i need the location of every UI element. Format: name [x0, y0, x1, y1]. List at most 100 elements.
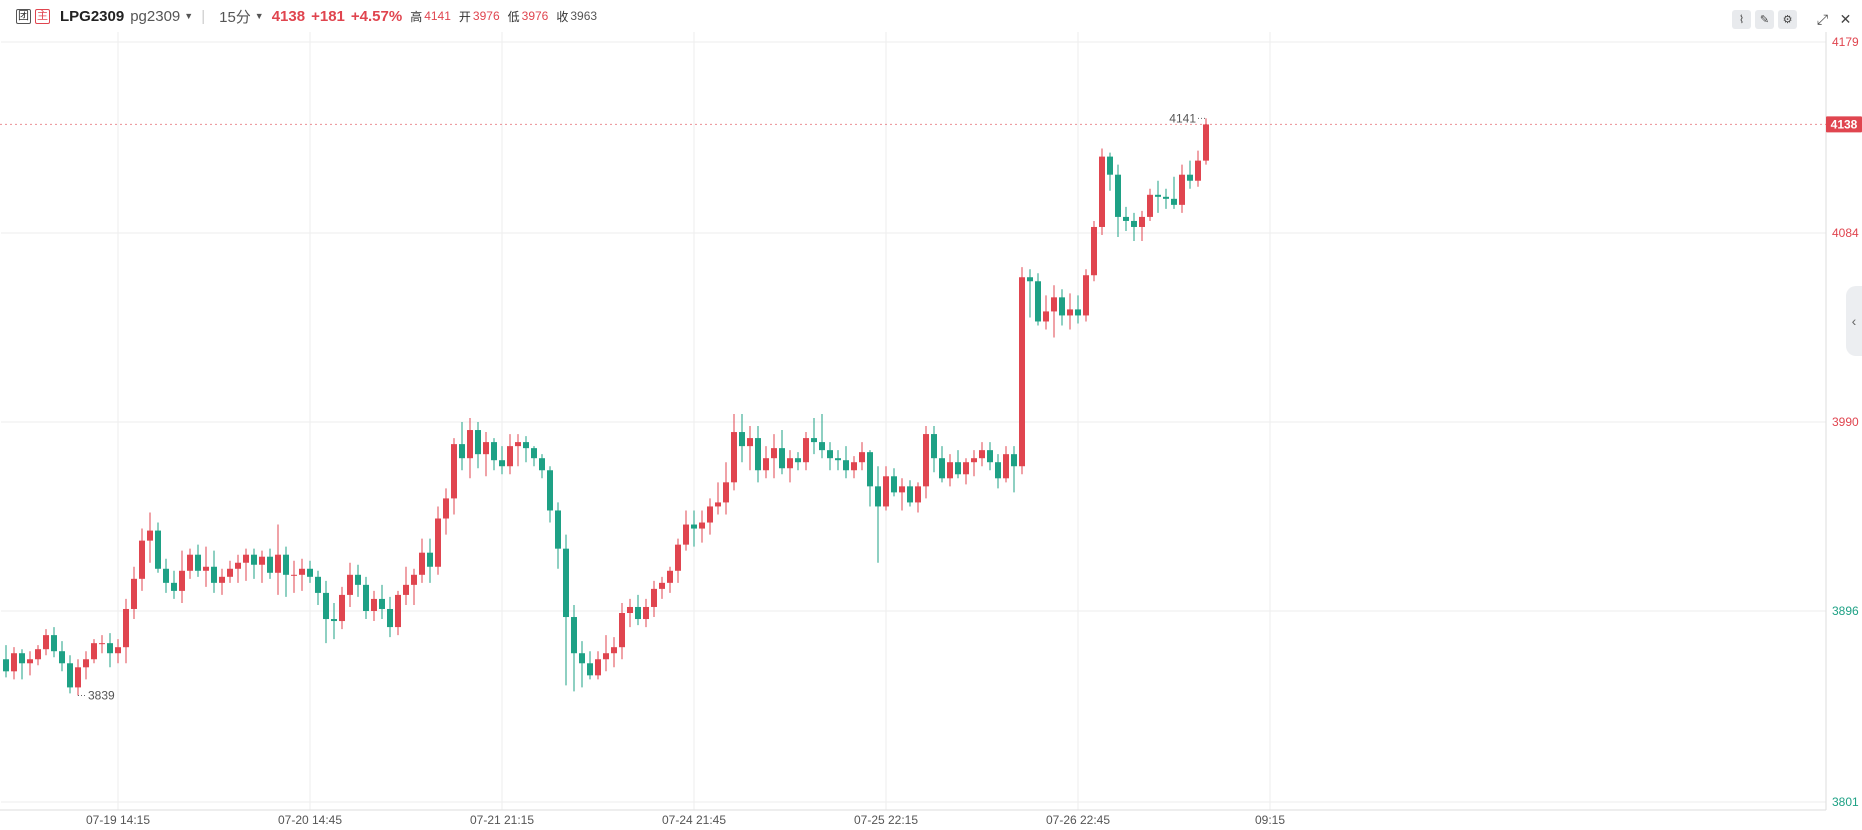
low-value: 3976 [521, 9, 549, 23]
candle-body [27, 659, 33, 664]
candle-body [251, 554, 257, 565]
price-change: +181 [311, 7, 345, 25]
candle-body [91, 643, 97, 660]
candle-body [779, 448, 785, 469]
period-select[interactable]: 15分 [219, 8, 251, 26]
candle-body [939, 458, 945, 479]
candle-body [291, 574, 297, 576]
candle-body [851, 462, 857, 471]
candle-body [1035, 281, 1041, 322]
candle-body [379, 598, 385, 609]
candle-body [107, 643, 113, 654]
candle-body [35, 649, 41, 660]
candle-body [243, 554, 249, 563]
candle-body [43, 635, 49, 650]
candle-body [1011, 454, 1017, 467]
x-tick-label: 09:15 [1255, 813, 1285, 827]
candle-body [771, 448, 777, 459]
candle-body [947, 462, 953, 479]
candle-body [499, 460, 505, 467]
candle-body [555, 510, 561, 549]
candle-body [539, 458, 545, 471]
candle-body [963, 462, 969, 475]
candle-body [403, 584, 409, 595]
candle-body [467, 430, 473, 459]
candle-body [619, 613, 625, 648]
candle-body [931, 434, 937, 459]
candle-body [459, 444, 465, 459]
candle-body [683, 524, 689, 545]
candle-body [595, 659, 601, 676]
candle-body [363, 584, 369, 611]
candle-body [1163, 196, 1169, 199]
candle-body [915, 486, 921, 503]
price-change-pct: +4.57% [350, 7, 403, 25]
candle-body [315, 576, 321, 593]
main-contract-icon[interactable]: 主 [35, 8, 50, 24]
candle-body [1131, 220, 1137, 227]
candle-body [731, 432, 737, 483]
candle-body [323, 592, 329, 620]
chevron-down-icon[interactable]: ▼ [184, 11, 194, 21]
x-tick-label: 07-26 22:45 [1046, 813, 1110, 827]
line-chart-icon[interactable]: ⌇ [1732, 10, 1751, 29]
candle-body [755, 438, 761, 471]
candle-body [355, 574, 361, 585]
candle-body [899, 486, 905, 493]
candle-body [891, 476, 897, 493]
candle-body [83, 659, 89, 668]
candle-body [1139, 216, 1145, 227]
candle-body [643, 606, 649, 620]
candle-body [979, 450, 985, 459]
candle-body [1027, 277, 1033, 282]
candle-body [699, 522, 705, 529]
candle-body [131, 578, 137, 609]
candle-body [1115, 174, 1121, 217]
candle-body [203, 566, 209, 571]
high-label: 高 [410, 9, 423, 24]
candle-body [187, 554, 193, 571]
candle-body [763, 458, 769, 471]
close-label: 收 [556, 9, 569, 24]
y-tick-label: 4084 [1832, 226, 1859, 240]
candle-body [219, 576, 225, 583]
candle-body [1083, 275, 1089, 316]
symbol-name[interactable]: LPG2309 [60, 7, 125, 25]
candle-body [723, 482, 729, 503]
candle-body [451, 444, 457, 499]
candle-body [275, 554, 281, 573]
candles-group [3, 118, 1209, 696]
pencil-icon[interactable]: ✎ [1755, 10, 1774, 29]
candle-body [419, 552, 425, 575]
candle-body [1171, 198, 1177, 205]
candle-body [195, 554, 201, 571]
chart-toolbar: ⌇ ✎ ⚙ ⤢ ✕ [1732, 10, 1855, 29]
open-label: 开 [458, 9, 471, 24]
candle-body [115, 647, 121, 654]
collapse-panel-handle[interactable]: ‹ [1846, 286, 1862, 356]
candle-body [843, 460, 849, 471]
candle-body [283, 554, 289, 575]
expand-icon[interactable]: ⤢ [1816, 11, 1829, 27]
candle-body [531, 448, 537, 459]
indicators-icon[interactable]: ⚙ [1778, 10, 1797, 29]
sub-symbol[interactable]: pg2309 [130, 7, 181, 25]
min-price-label: 3839 [88, 688, 115, 702]
candle-body [139, 540, 145, 579]
candle-body [1067, 309, 1073, 316]
candle-body [1123, 216, 1129, 221]
close-icon[interactable]: ✕ [1839, 11, 1852, 27]
y-axis: 4179 4084 3990 3896 3801 4138 [1826, 35, 1862, 809]
candle-body [11, 653, 17, 672]
candle-body [971, 458, 977, 463]
current-price-tag-label: 4138 [1831, 117, 1858, 131]
candle-body [1043, 311, 1049, 322]
high-value: 4141 [424, 9, 451, 23]
group-icon[interactable]: 团 [16, 8, 31, 24]
chevron-down-icon[interactable]: ▼ [254, 11, 264, 21]
candle-body [1051, 297, 1057, 312]
chevron-left-icon[interactable]: ‹ [1851, 313, 1857, 329]
candle-body [339, 594, 345, 622]
open-value: 3976 [472, 9, 500, 23]
